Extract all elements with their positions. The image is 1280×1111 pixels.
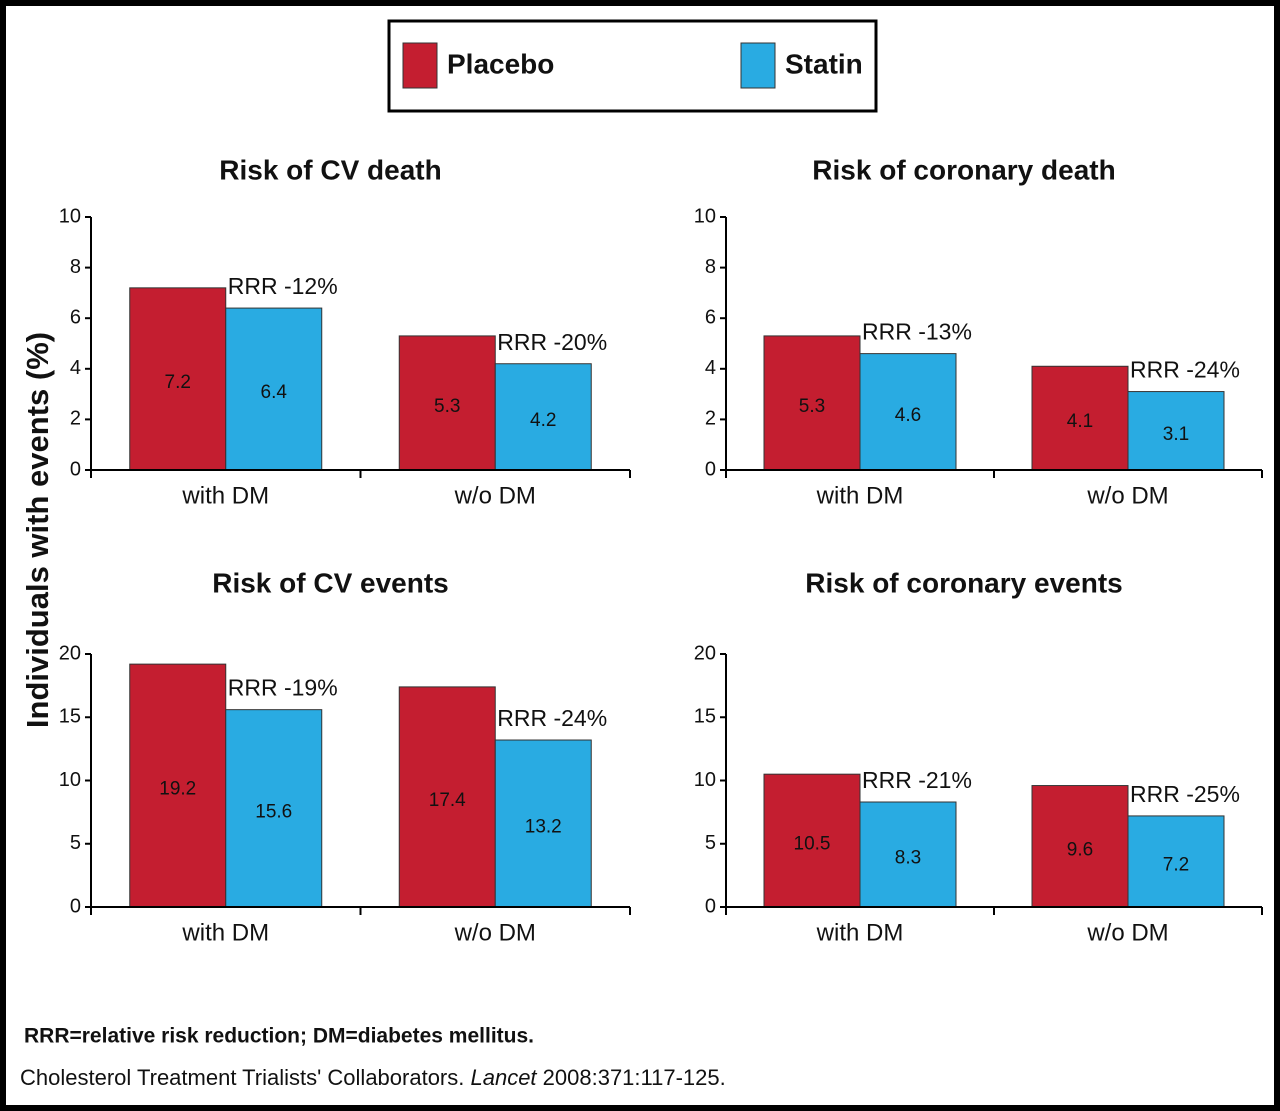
legend-box	[387, 19, 878, 113]
bar	[398, 686, 496, 908]
value-label: 10.5	[794, 834, 831, 855]
legend-label: Statin	[785, 48, 863, 79]
y-tick-label: 10	[59, 205, 81, 227]
y-tick-label: 15	[694, 706, 716, 728]
chart-title: Risk of coronary events	[805, 567, 1122, 598]
citation-part: Cholesterol Treatment Trialists' Collabo…	[20, 1065, 470, 1090]
bar	[1031, 785, 1129, 908]
y-tick-label: 10	[694, 769, 716, 791]
bar	[1127, 391, 1225, 471]
value-label: 7.2	[165, 372, 191, 393]
value-label: 17.4	[429, 790, 466, 811]
y-tick-label: 8	[70, 256, 81, 278]
y-tick-label: 6	[705, 306, 716, 328]
y-tick-label: 0	[705, 458, 716, 480]
y-tick-label: 4	[70, 357, 81, 379]
value-label: 13.2	[525, 817, 562, 838]
citation: Cholesterol Treatment Trialists' Collabo…	[20, 1065, 726, 1090]
value-label: 5.3	[434, 396, 460, 417]
x-tick-label: w/o DM	[1086, 482, 1168, 509]
value-label: 4.6	[895, 405, 921, 426]
legend-label: Placebo	[447, 48, 554, 79]
citation-part: 2008:371:117-125.	[537, 1065, 726, 1090]
bar	[1031, 365, 1129, 471]
bar	[859, 801, 957, 908]
y-tick-label: 5	[70, 832, 81, 854]
chart-title: Risk of coronary death	[812, 154, 1115, 185]
bar	[763, 773, 861, 908]
y-tick-label: 5	[705, 832, 716, 854]
bar	[129, 663, 227, 908]
y-tick-label: 10	[694, 205, 716, 227]
x-tick-label: w/o DM	[1086, 919, 1168, 946]
background	[6, 6, 1274, 1105]
y-tick-label: 8	[705, 256, 716, 278]
x-tick-label: with DM	[181, 919, 269, 946]
value-label: 8.3	[895, 848, 921, 869]
y-tick-label: 15	[59, 706, 81, 728]
y-tick-label: 0	[70, 458, 81, 480]
bar	[763, 335, 861, 471]
annotation: RRR -19%	[228, 675, 338, 701]
bar	[1127, 815, 1225, 908]
y-tick-label: 20	[694, 642, 716, 664]
value-label: 7.2	[1163, 854, 1189, 875]
annotation: RRR -12%	[228, 273, 338, 299]
y-tick-label: 6	[70, 306, 81, 328]
x-tick-label: with DM	[816, 482, 904, 509]
value-label: 15.6	[255, 801, 292, 822]
citation-journal: Lancet	[470, 1065, 537, 1090]
bar	[494, 739, 592, 908]
legend-swatch	[402, 42, 438, 89]
y-tick-label: 2	[70, 408, 81, 430]
annotation: RRR -25%	[1130, 781, 1240, 807]
x-tick-label: w/o DM	[454, 919, 536, 946]
value-label: 19.2	[159, 779, 196, 800]
legend-swatch	[740, 42, 776, 89]
x-tick-label: with DM	[181, 482, 269, 509]
annotation: RRR -13%	[862, 319, 972, 345]
x-tick-label: w/o DM	[454, 482, 536, 509]
y-tick-label: 2	[705, 408, 716, 430]
x-tick-label: with DM	[816, 919, 904, 946]
chart-title: Risk of CV events	[212, 567, 449, 598]
y-axis-label: Individuals with events (%)	[20, 332, 55, 728]
annotation: RRR -20%	[497, 329, 607, 355]
y-tick-label: 4	[705, 357, 716, 379]
value-label: 6.4	[261, 382, 288, 403]
chart-title: Risk of CV death	[219, 154, 441, 185]
footnote: RRR=relative risk reduction; DM=diabetes…	[24, 1025, 534, 1048]
value-label: 5.3	[799, 396, 825, 417]
annotation: RRR -21%	[862, 767, 972, 793]
y-tick-label: 20	[59, 642, 81, 664]
annotation: RRR -24%	[497, 705, 607, 731]
y-tick-label: 10	[59, 769, 81, 791]
value-label: 3.1	[1163, 424, 1189, 445]
value-label: 9.6	[1067, 839, 1093, 860]
bar	[859, 353, 957, 471]
y-tick-label: 0	[705, 895, 716, 917]
y-tick-label: 0	[70, 895, 81, 917]
value-label: 4.1	[1067, 411, 1093, 432]
annotation: RRR -24%	[1130, 357, 1240, 383]
value-label: 4.2	[530, 410, 556, 431]
bar	[225, 709, 323, 908]
